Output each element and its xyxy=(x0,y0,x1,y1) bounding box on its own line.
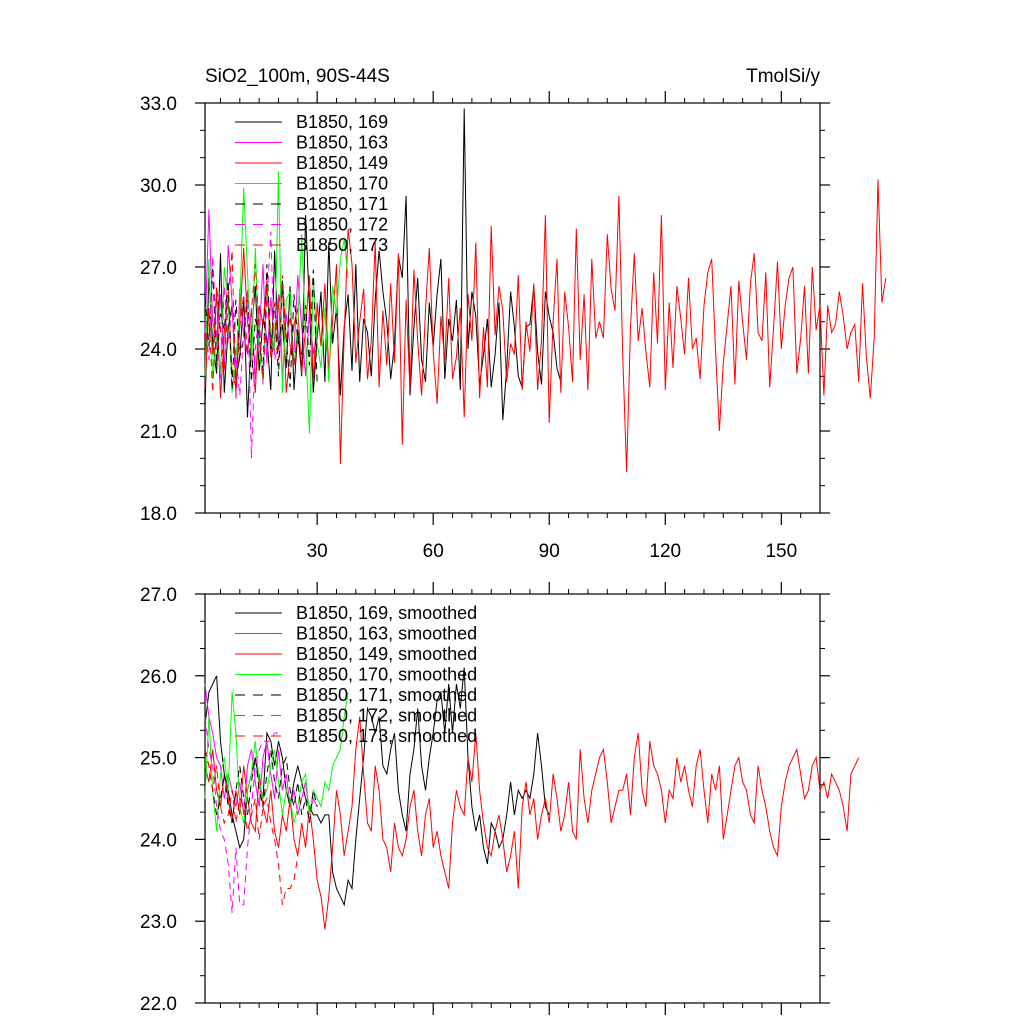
bottom-series-5-line xyxy=(204,749,318,824)
bottom-series-3-line xyxy=(204,716,860,930)
bottom-y-tick-label: 24.0 xyxy=(140,830,177,851)
bottom-y-tick-label: 23.0 xyxy=(140,912,177,933)
top-x-tick-label: 60 xyxy=(423,541,444,562)
bottom-series-6-line xyxy=(204,716,279,914)
top-series-7-line xyxy=(204,250,299,399)
top-legend-label: B1850, 170 xyxy=(296,174,388,194)
top-series-6-line xyxy=(204,231,279,459)
top-y-tick-label: 21.0 xyxy=(140,422,177,443)
top-legend-label: B1850, 169 xyxy=(296,112,388,132)
bottom-legend-label: B1850, 173, smoothed xyxy=(296,726,477,746)
bottom-legend-label: B1850, 170, smoothed xyxy=(296,665,477,685)
chart-title-right: TmolSi/y xyxy=(746,66,820,87)
bottom-legend-label: B1850, 171, smoothed xyxy=(296,685,477,705)
top-x-tick-label: 150 xyxy=(765,541,797,562)
bottom-series-7-line xyxy=(204,749,299,905)
top-panel: 18.0 21.0 24.0 27.0 30.0 33.0 30 60 90 120 150 B185… xyxy=(140,91,887,562)
bottom-legend-label: B1850, 169, smoothed xyxy=(296,603,477,623)
top-legend-label: B1850, 163 xyxy=(296,133,388,153)
top-series-2-line xyxy=(204,209,318,396)
chart-title-left: SiO2_100m, 90S-44S xyxy=(205,66,390,87)
top-y-tick-label: 27.0 xyxy=(140,258,177,279)
bottom-legend-label: B1850, 172, smoothed xyxy=(296,706,477,726)
bottom-y-tick-label: 26.0 xyxy=(140,667,177,688)
bottom-series-2-line xyxy=(204,683,318,816)
top-series-3-line xyxy=(204,179,887,473)
top-y-tick-label: 18.0 xyxy=(140,504,177,525)
top-x-tick-label: 30 xyxy=(307,541,328,562)
top-x-tick-label: 90 xyxy=(539,541,560,562)
bottom-y-tick-label: 25.0 xyxy=(140,749,177,770)
top-legend-label: B1850, 149 xyxy=(296,153,388,173)
top-series-5-line xyxy=(204,264,318,391)
top-series-4-line xyxy=(204,171,349,434)
top-y-tick-label: 33.0 xyxy=(140,94,177,115)
bottom-y-tick-label: 22.0 xyxy=(140,994,177,1015)
top-x-tick-label: 120 xyxy=(649,541,681,562)
top-y-tick-label: 24.0 xyxy=(140,340,177,361)
top-y-tick-label: 30.0 xyxy=(140,176,177,197)
bottom-legend-label: B1850, 163, smoothed xyxy=(296,624,477,644)
bottom-panel: 22.0 23.0 24.0 25.0 26.0 27.0 B1850, 169, smoo… xyxy=(140,582,860,1015)
bottom-legend-label: B1850, 149, smoothed xyxy=(296,644,477,664)
top-legend-label: B1850, 172 xyxy=(296,215,388,235)
top-legend-label: B1850, 171 xyxy=(296,194,388,214)
bottom-y-tick-label: 27.0 xyxy=(140,585,177,606)
top-legend-label: B1850, 173 xyxy=(296,235,388,255)
bottom-series-4-line xyxy=(204,692,349,832)
